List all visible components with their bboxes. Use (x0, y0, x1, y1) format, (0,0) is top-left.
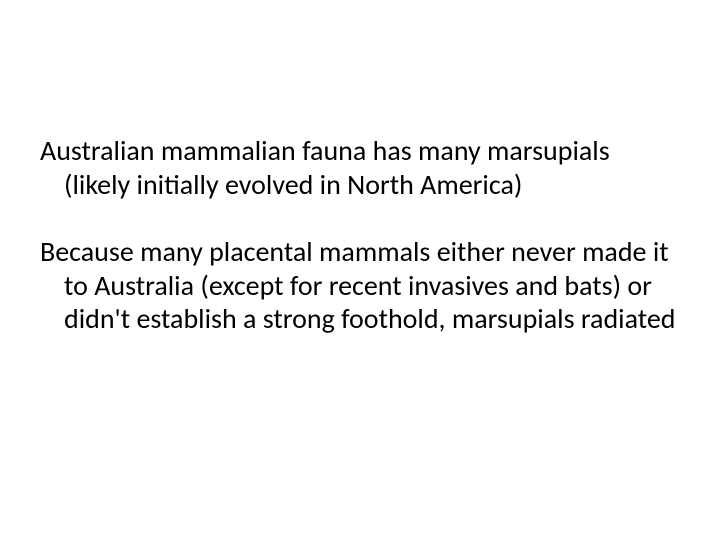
slide: Australian mammalian fauna has many mars… (0, 0, 720, 540)
paragraph-1: Australian mammalian fauna has many mars… (40, 134, 680, 201)
paragraph-2: Because many placental mammals either ne… (40, 235, 680, 336)
slide-body: Australian mammalian fauna has many mars… (40, 134, 680, 370)
